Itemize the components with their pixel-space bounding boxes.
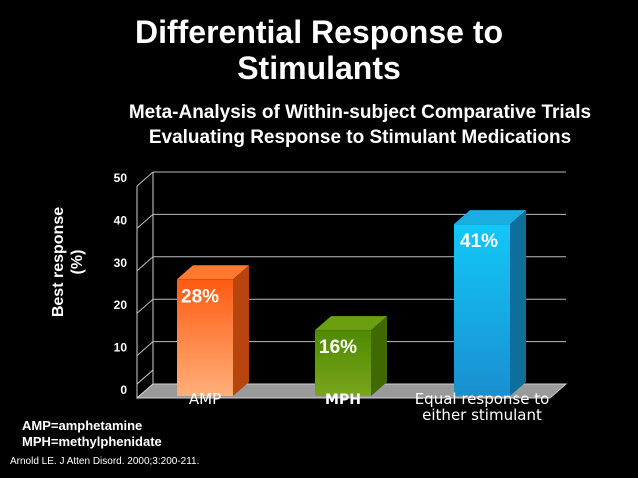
data-label: 41% — [460, 231, 498, 252]
y-tick-label-30: 30 — [114, 256, 128, 270]
x-tick-label: Equal response to — [415, 390, 550, 408]
data-label: 16% — [319, 337, 357, 358]
chart-subtitle-line-1: Meta-Analysis of Within-subject Comparat… — [128, 102, 592, 123]
side-wall-edge — [136, 369, 154, 385]
slide-title: Differential Response to Stimulants — [0, 14, 638, 86]
slide-title-line-2: Stimulants — [237, 50, 401, 86]
bar-amp: 28% — [177, 265, 249, 396]
x-tick-label: AMP — [189, 390, 221, 408]
bar-side-face — [233, 265, 249, 396]
gridline-side-40 — [136, 214, 154, 229]
chart-bars: 28% 16% 41% — [177, 210, 526, 396]
x-label-1: MPH — [325, 392, 361, 408]
bar-equal-response-to-either-stimulant: 41% — [454, 210, 526, 396]
bar-top-face — [315, 316, 387, 331]
bar-mph: 16% — [315, 316, 387, 396]
abbreviation-legend: AMP=amphetamine MPH=methylphenidate — [22, 418, 162, 450]
chart-subtitle-line-2: Evaluating Response to Stimulant Medicat… — [148, 127, 572, 148]
bar-front-face — [315, 330, 371, 396]
bar-side-face — [371, 316, 387, 396]
citation: Arnold LE. J Atten Disord. 2000;3:200-21… — [10, 456, 200, 467]
bar-front-face — [454, 224, 510, 396]
legend-amp: AMP=amphetamine — [22, 418, 143, 433]
legend-mph: MPH=methylphenidate — [22, 434, 162, 449]
gridline-side-50 — [136, 171, 154, 187]
gridline-side-20 — [136, 298, 154, 314]
y-tick-label-20: 20 — [114, 298, 128, 312]
bar-top-face — [177, 265, 249, 280]
gridline-side-30 — [136, 256, 154, 272]
y-axis-ticks: 0 10 20 30 40 50 — [114, 171, 128, 397]
y-tick-label-0: 0 — [120, 383, 127, 397]
data-label: 28% — [181, 286, 219, 307]
bar-side-face — [510, 210, 526, 396]
slide-title-line-1: Differential Response to — [134, 14, 504, 50]
x-tick-label: either stimulant — [422, 406, 542, 424]
x-tick-label: MPH — [325, 392, 361, 408]
bar-top-face — [454, 210, 526, 225]
chart-subtitle: Meta-Analysis of Within-subject Comparat… — [60, 100, 638, 150]
x-label-0: AMP — [189, 390, 221, 408]
y-tick-label-10: 10 — [114, 341, 128, 355]
y-tick-label-40: 40 — [114, 213, 128, 227]
y-tick-label-50: 50 — [114, 171, 128, 185]
gridline-side-10 — [136, 341, 154, 356]
bar-front-face — [177, 279, 233, 396]
